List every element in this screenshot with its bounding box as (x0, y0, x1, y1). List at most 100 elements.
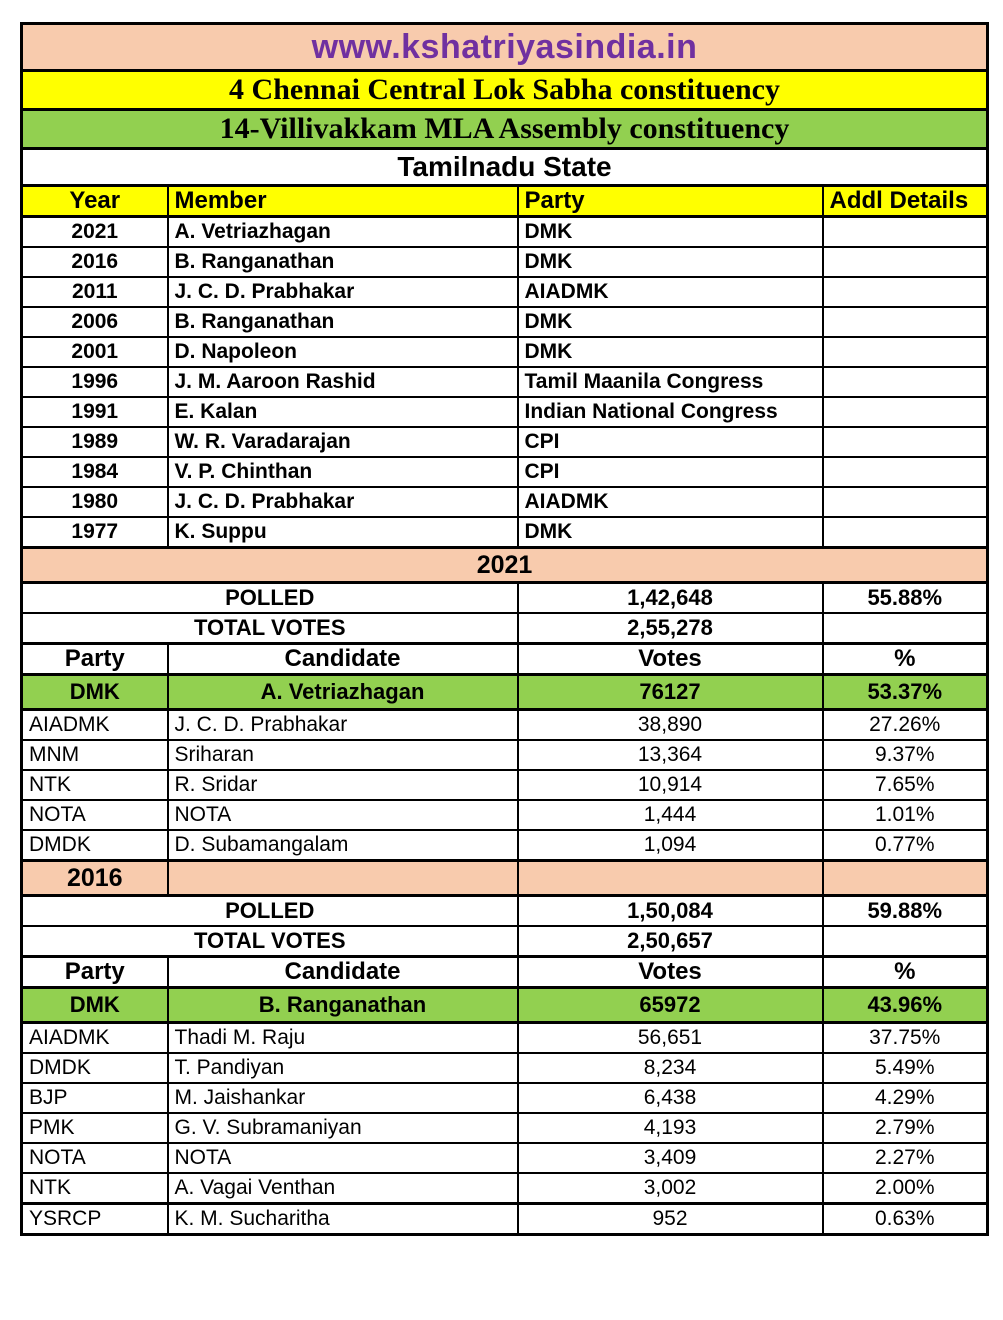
party-cell: Tamil Maanila Congress (516, 366, 824, 398)
year-cell: 2016 (20, 246, 169, 278)
votes-cell: 10,914 (516, 769, 824, 801)
member-row: 2011 J. C. D. Prabhakar AIADMK (20, 276, 989, 308)
member-cell: E. Kalan (166, 396, 519, 428)
percent-cell: 37.75% (821, 1021, 989, 1054)
results-header-row-2021: Party Candidate Votes % (20, 642, 989, 676)
member-row: 2006 B. Ranganathan DMK (20, 306, 989, 338)
year-cell: 2006 (20, 306, 169, 338)
candidate-cell: D. Subamangalam (166, 829, 519, 862)
member-cell: W. R. Varadarajan (166, 426, 519, 458)
addl-details-cell (821, 366, 989, 398)
year-cell: 2011 (20, 276, 169, 308)
party-cell: DMDK (20, 829, 169, 862)
addl-details-cell (821, 426, 989, 458)
party-cell: NOTA (20, 799, 169, 831)
votes-column-header: Votes (516, 642, 824, 676)
candidate-row: AIADMK J. C. D. Prabhakar 38,890 27.26% (20, 708, 989, 741)
candidate-column-header: Candidate (166, 642, 519, 676)
member-row: 1996 J. M. Aaroon Rashid Tamil Maanila C… (20, 366, 989, 398)
votes-cell: 3,002 (516, 1172, 824, 1205)
year-cell: 1977 (20, 516, 169, 549)
candidate-row: NTK A. Vagai Venthan 3,002 2.00% (20, 1172, 989, 1205)
lok-sabha-banner-row: 4 Chennai Central Lok Sabha constituency (20, 69, 989, 111)
party-cell: Indian National Congress (516, 396, 824, 428)
lok-sabha-constituency-title: 4 Chennai Central Lok Sabha constituency (20, 69, 989, 111)
candidate-cell: B. Ranganathan (166, 986, 519, 1024)
state-title: Tamilnadu State (20, 147, 989, 187)
candidate-row: AIADMK Thadi M. Raju 56,651 37.75% (20, 1021, 989, 1054)
polled-percent: 59.88% (821, 894, 989, 927)
candidate-column-header: Candidate (166, 955, 519, 989)
polled-label: POLLED (20, 581, 519, 614)
percent-cell: 5.49% (821, 1052, 989, 1084)
votes-cell: 65972 (516, 986, 824, 1024)
addl-details-cell (821, 456, 989, 488)
state-banner-row: Tamilnadu State (20, 147, 989, 187)
votes-cell: 76127 (516, 673, 824, 711)
member-row: 1984 V. P. Chinthan CPI (20, 456, 989, 488)
addl-details-column-header: Addl Details (821, 184, 989, 218)
candidate-cell: NOTA (166, 1142, 519, 1174)
member-row: 2016 B. Ranganathan DMK (20, 246, 989, 278)
party-cell: DMDK (20, 1052, 169, 1084)
party-cell: DMK (20, 673, 169, 711)
party-column-header: Party (20, 955, 169, 989)
addl-details-cell (821, 396, 989, 428)
votes-cell: 4,193 (516, 1112, 824, 1144)
party-cell: DMK (516, 306, 824, 338)
candidate-row: NOTA NOTA 1,444 1.01% (20, 799, 989, 831)
member-cell: J. M. Aaroon Rashid (166, 366, 519, 398)
candidate-cell: T. Pandiyan (166, 1052, 519, 1084)
section-2021-title-row: 2021 (20, 546, 989, 584)
addl-details-cell (821, 276, 989, 308)
winner-row-2021: DMK A. Vetriazhagan 76127 53.37% (20, 673, 989, 711)
party-column-header: Party (20, 642, 169, 676)
polled-percent: 55.88% (821, 581, 989, 614)
empty-cell (821, 925, 989, 958)
member-cell: J. C. D. Prabhakar (166, 486, 519, 518)
party-cell: DMK (516, 215, 824, 248)
addl-details-cell (821, 486, 989, 518)
member-row: 1989 W. R. Varadarajan CPI (20, 426, 989, 458)
member-cell: B. Ranganathan (166, 246, 519, 278)
percent-column-header: % (821, 642, 989, 676)
year-column-header: Year (20, 184, 169, 218)
members-header-row: Year Member Party Addl Details (20, 184, 989, 218)
party-cell: CPI (516, 456, 824, 488)
percent-column-header: % (821, 955, 989, 989)
votes-cell: 1,094 (516, 829, 824, 862)
polled-row-2021: POLLED 1,42,648 55.88% (20, 581, 989, 614)
member-cell: D. Napoleon (166, 336, 519, 368)
votes-cell: 3,409 (516, 1142, 824, 1174)
votes-cell: 6,438 (516, 1082, 824, 1114)
member-column-header: Member (166, 184, 519, 218)
member-cell: A. Vetriazhagan (166, 215, 519, 248)
candidate-row: NOTA NOTA 3,409 2.27% (20, 1142, 989, 1174)
addl-details-cell (821, 336, 989, 368)
party-cell: YSRCP (20, 1202, 169, 1236)
total-votes-row-2016: TOTAL VOTES 2,50,657 (20, 925, 989, 958)
candidate-cell: J. C. D. Prabhakar (166, 708, 519, 741)
section-year-title: 2016 (20, 859, 169, 897)
results-header-row-2016: Party Candidate Votes % (20, 955, 989, 989)
party-cell: PMK (20, 1112, 169, 1144)
candidate-row: PMK G. V. Subramaniyan 4,193 2.79% (20, 1112, 989, 1144)
empty-cell (821, 612, 989, 645)
percent-cell: 7.65% (821, 769, 989, 801)
party-cell: AIADMK (516, 276, 824, 308)
party-cell: NTK (20, 1172, 169, 1205)
percent-cell: 9.37% (821, 739, 989, 771)
member-cell: K. Suppu (166, 516, 519, 549)
year-cell: 2021 (20, 215, 169, 248)
empty-cell (821, 859, 989, 897)
polled-votes: 1,50,084 (516, 894, 824, 927)
percent-cell: 0.77% (821, 829, 989, 862)
party-cell: DMK (516, 516, 824, 549)
member-cell: J. C. D. Prabhakar (166, 276, 519, 308)
addl-details-cell (821, 246, 989, 278)
candidate-row: BJP M. Jaishankar 6,438 4.29% (20, 1082, 989, 1114)
candidate-row: DMDK T. Pandiyan 8,234 5.49% (20, 1052, 989, 1084)
party-cell: AIADMK (20, 1021, 169, 1054)
party-cell: DMK (20, 986, 169, 1024)
votes-cell: 13,364 (516, 739, 824, 771)
